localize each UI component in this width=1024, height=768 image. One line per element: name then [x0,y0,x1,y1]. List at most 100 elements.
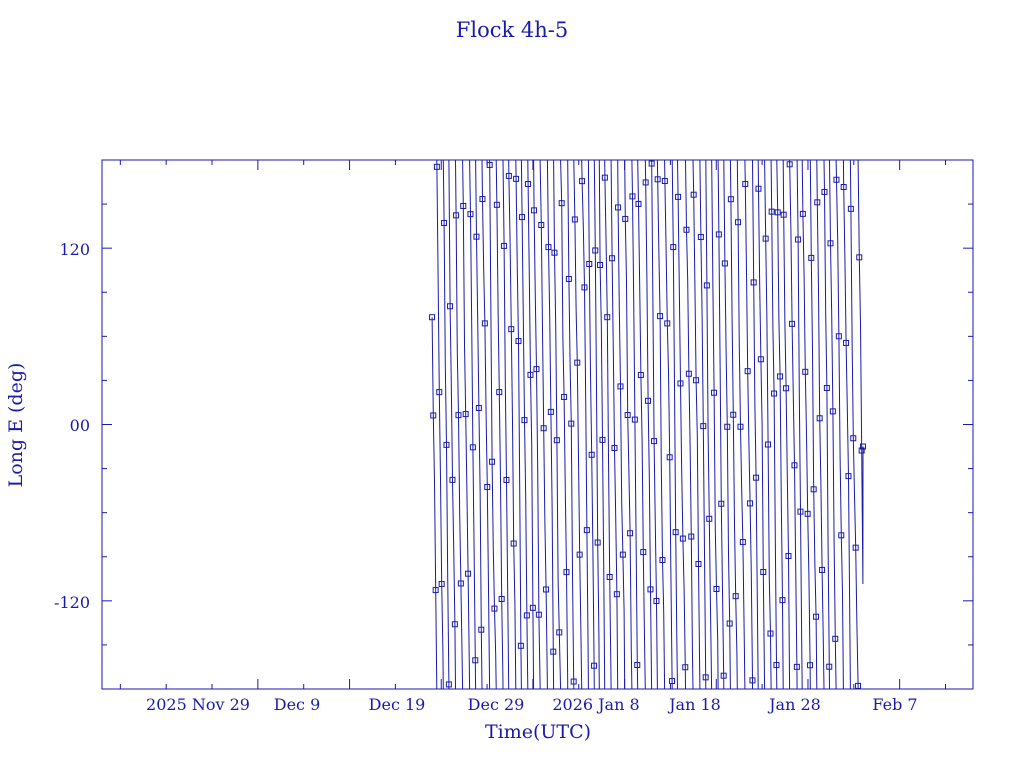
data-point [645,397,652,404]
data-point [706,515,713,522]
data-point [737,423,744,430]
data-point [749,677,756,684]
x-tick-label: Dec 9 [274,695,321,714]
longitude-trace [796,159,803,690]
data-point [624,411,631,418]
longitude-trace [462,159,471,690]
data-point [586,261,593,268]
data-point [479,196,486,203]
data-point [845,473,852,480]
longitude-trace [744,159,753,689]
data-point [529,604,536,611]
data-point [651,438,658,445]
data-point [556,629,563,636]
data-point [517,642,524,649]
data-point [823,384,830,391]
longitude-trace [752,159,759,690]
x-tick-label: Feb 7 [872,695,917,714]
data-point [683,226,690,233]
data-point [768,208,775,215]
longitude-trace [442,159,450,689]
data-point [835,333,842,340]
data-point [713,586,720,593]
data-point [693,377,700,384]
data-point [789,320,796,327]
data-point [724,423,731,430]
data-point [780,211,787,218]
data-point [753,474,760,481]
data-point [543,586,550,593]
data-point [447,303,454,310]
data-point [838,532,845,539]
data-point [601,174,608,181]
longitude-trace [489,159,497,690]
data-point [579,178,586,185]
data-point [496,389,503,396]
data-point [742,180,749,187]
data-point [730,411,737,418]
data-point [619,551,626,558]
data-point [527,371,534,378]
data-point [702,674,709,681]
data-point [647,586,654,593]
data-point [755,185,762,192]
data-point [720,672,727,679]
data-point [547,408,554,415]
data-point [493,201,500,208]
longitude-trace [436,159,444,690]
data-point [635,200,642,207]
data-point [611,444,618,451]
longitude-trace [776,159,784,690]
longitude-trace [857,159,864,585]
data-point [588,451,595,458]
data-point [591,662,598,669]
longitude-trace [593,159,600,690]
data-point [703,282,710,289]
data-point [816,415,823,422]
longitude-trace [610,159,619,690]
data-point [690,191,697,198]
longitude-trace [546,159,555,690]
data-point [802,368,809,375]
data-point [791,462,798,469]
longitude-trace [677,159,686,690]
data-point [773,662,780,669]
longitude-trace [849,159,859,689]
x-tick-label: Jan 18 [667,695,721,714]
data-point [609,255,616,262]
x-tick-label: Dec 19 [369,695,426,714]
longitude-trace [520,159,529,690]
data-point [804,510,811,517]
data-point [808,254,815,261]
data-point [685,370,692,377]
data-point [859,443,866,450]
longitude-trace [448,159,456,690]
longitude-trace [644,159,653,690]
data-point [819,566,826,573]
longitude-trace [729,159,738,690]
data-point [747,500,754,507]
data-point [832,635,839,642]
data-point [774,209,781,216]
data-point [767,630,774,637]
longitude-trace [502,159,510,690]
data-point [829,408,836,415]
data-point [622,215,629,222]
data-point [661,178,668,185]
data-point [727,196,734,203]
data-point [513,175,520,182]
longitude-trace [515,159,522,690]
data-point [508,326,515,333]
data-point [677,380,684,387]
data-point [855,682,862,689]
data-point [515,338,522,345]
data-point [807,662,814,669]
data-point [523,612,530,619]
data-point [711,389,718,396]
data-point [739,539,746,546]
longitude-trace [823,159,830,690]
data-point [786,161,793,168]
data-point [553,437,560,444]
data-point [653,597,660,604]
